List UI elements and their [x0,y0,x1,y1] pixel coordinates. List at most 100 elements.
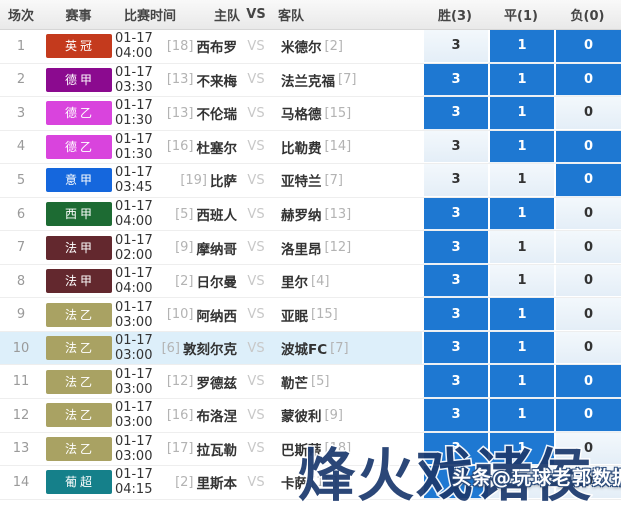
league-badge[interactable]: 法乙 [45,369,112,394]
league-badge[interactable]: 德甲 [45,67,112,92]
league-badge[interactable]: 法甲 [45,269,112,294]
odds-lose-cell[interactable]: 0 [554,130,621,164]
odds-lose-cell[interactable]: 0 [554,298,621,331]
odds-win-cell[interactable]: 3 [422,231,488,264]
odds-draw-cell[interactable]: 1 [488,97,554,130]
odds-lose-cell[interactable]: 0 [554,466,621,499]
odds-lose-cell[interactable]: 0 [554,63,621,97]
match-number: 3 [16,105,26,121]
away-team[interactable]: 里尔 [4] [272,265,422,298]
home-team[interactable]: [9] 摩纳哥 [175,231,240,264]
league-badge[interactable]: 德乙 [45,101,112,126]
odds-win-cell[interactable]: 3 [422,63,488,97]
away-team[interactable]: 米德尔 [2] [272,30,422,63]
odds-draw-cell[interactable]: 1 [488,365,554,399]
home-team[interactable]: [19] 比萨 [180,164,240,197]
match-number: 10 [12,340,30,356]
odds-lose-cell[interactable]: 0 [554,164,621,197]
odds-lose-cell[interactable]: 0 [554,197,621,231]
away-team[interactable]: 亚眠 [15] [272,298,422,331]
match-time: 01-17 03:00 [115,366,153,397]
odds-draw-cell[interactable]: 1 [488,30,554,63]
league-cell: 德甲 [42,64,115,97]
away-team[interactable]: 蒙彼利 [9] [272,399,422,432]
away-team[interactable]: 波城FC [7] [272,332,422,365]
home-team[interactable]: [13] 不来梅 [167,64,240,97]
home-team-name: 日尔曼 [196,275,238,292]
odds-draw-cell[interactable]: 1 [488,63,554,97]
home-team[interactable]: [16] 布洛涅 [167,399,240,432]
away-team[interactable]: 洛里昂 [12] [272,231,422,264]
match-row: 1 英冠 01-17 04:00 [18] 西布罗 VS 米德尔 [2] 3 1… [0,30,621,64]
home-team[interactable]: [16] 杜塞尔 [167,131,240,164]
odds-draw-cell[interactable]: 1 [488,197,554,231]
odds-draw-cell[interactable]: 1 [488,231,554,264]
league-cell: 德乙 [42,131,115,164]
away-team[interactable]: 亚特兰 [7] [272,164,422,197]
odds-lose-cell[interactable]: 0 [554,399,621,432]
odds-win-cell[interactable]: 3 [422,264,488,298]
away-team[interactable]: 马格德 [15] [272,97,422,130]
odds-win-cell[interactable]: 3 [422,164,488,197]
home-team[interactable]: [17] 拉瓦勒 [167,433,240,466]
league-badge[interactable]: 葡超 [45,470,112,495]
away-team[interactable]: 比勒费 [14] [272,131,422,164]
league-badge[interactable]: 德乙 [45,134,112,159]
vs-label: VS [247,172,265,188]
odds-win-cell[interactable]: 3 [422,298,488,331]
league-badge[interactable]: 法乙 [45,436,112,461]
home-team[interactable]: [10] 阿纳西 [167,298,240,331]
odds-draw-cell[interactable]: 1 [488,298,554,331]
away-team[interactable]: 卡萨 [15] [272,466,422,499]
odds-draw-cell[interactable]: 1 [488,130,554,164]
home-team[interactable]: [2] 里斯本 [175,466,240,499]
col-header-win: 胜(3) [438,9,472,24]
vs-label: VS [247,474,265,490]
away-team[interactable]: 勒芒 [5] [272,365,422,398]
odds-win-cell[interactable]: 3 [422,130,488,164]
home-team[interactable]: [5] 西班人 [175,198,240,231]
league-badge[interactable]: 法乙 [45,302,112,327]
odds-lose-cell[interactable]: 0 [554,264,621,298]
odds-draw-cell[interactable]: 1 [488,466,554,499]
home-team[interactable]: [18] 西布罗 [167,30,240,63]
vs-label: VS [247,273,265,289]
away-team[interactable]: 赫罗纳 [13] [272,198,422,231]
odds-win-cell[interactable]: 3 [422,30,488,63]
odds-win-cell[interactable]: 3 [422,466,488,499]
league-badge[interactable]: 意甲 [45,168,112,193]
league-badge[interactable]: 英冠 [45,34,112,59]
odds-lose-cell[interactable]: 0 [554,30,621,63]
odds-draw-cell[interactable]: 1 [488,164,554,197]
odds-lose-cell[interactable]: 0 [554,231,621,264]
match-row: 11 法乙 01-17 03:00 [12] 罗德兹 VS 勒芒 [5] 3 1… [0,365,621,400]
odds-draw-cell[interactable]: 1 [488,331,554,365]
odds-lose-cell[interactable]: 0 [554,97,621,130]
home-team[interactable]: [6] 敦刻尔克 [162,332,240,365]
odds-win-cell[interactable]: 3 [422,331,488,365]
away-team[interactable]: 巴斯蒂 [18] [272,433,422,466]
odds-draw-cell[interactable]: 1 [488,264,554,298]
league-badge[interactable]: 西甲 [45,202,112,226]
odds-win-cell[interactable]: 3 [422,97,488,130]
odds-draw-cell[interactable]: 1 [488,432,554,466]
odds-win-cell[interactable]: 3 [422,432,488,466]
home-team[interactable]: [13] 不伦瑞 [167,97,240,130]
home-team[interactable]: [12] 罗德兹 [167,365,240,398]
league-badge[interactable]: 法乙 [45,403,112,428]
home-team[interactable]: [2] 日尔曼 [175,265,240,298]
match-time: 01-17 03:00 [115,400,153,431]
odds-draw-cell[interactable]: 1 [488,399,554,432]
away-team[interactable]: 法兰克福 [7] [272,64,422,97]
odds-lose-cell[interactable]: 0 [554,432,621,466]
match-row: 7 法甲 01-17 02:00 [9] 摩纳哥 VS 洛里昂 [12] 3 1… [0,231,621,265]
home-team-name: 拉瓦勒 [196,442,238,459]
odds-lose-cell[interactable]: 0 [554,331,621,365]
odds-win-cell[interactable]: 3 [422,399,488,432]
league-badge[interactable]: 法甲 [45,235,112,260]
odds-win-cell[interactable]: 3 [422,365,488,399]
odds-lose-cell[interactable]: 0 [554,365,621,399]
league-cell: 法乙 [42,365,115,398]
league-badge[interactable]: 法乙 [45,336,112,361]
odds-win-cell[interactable]: 3 [422,197,488,231]
